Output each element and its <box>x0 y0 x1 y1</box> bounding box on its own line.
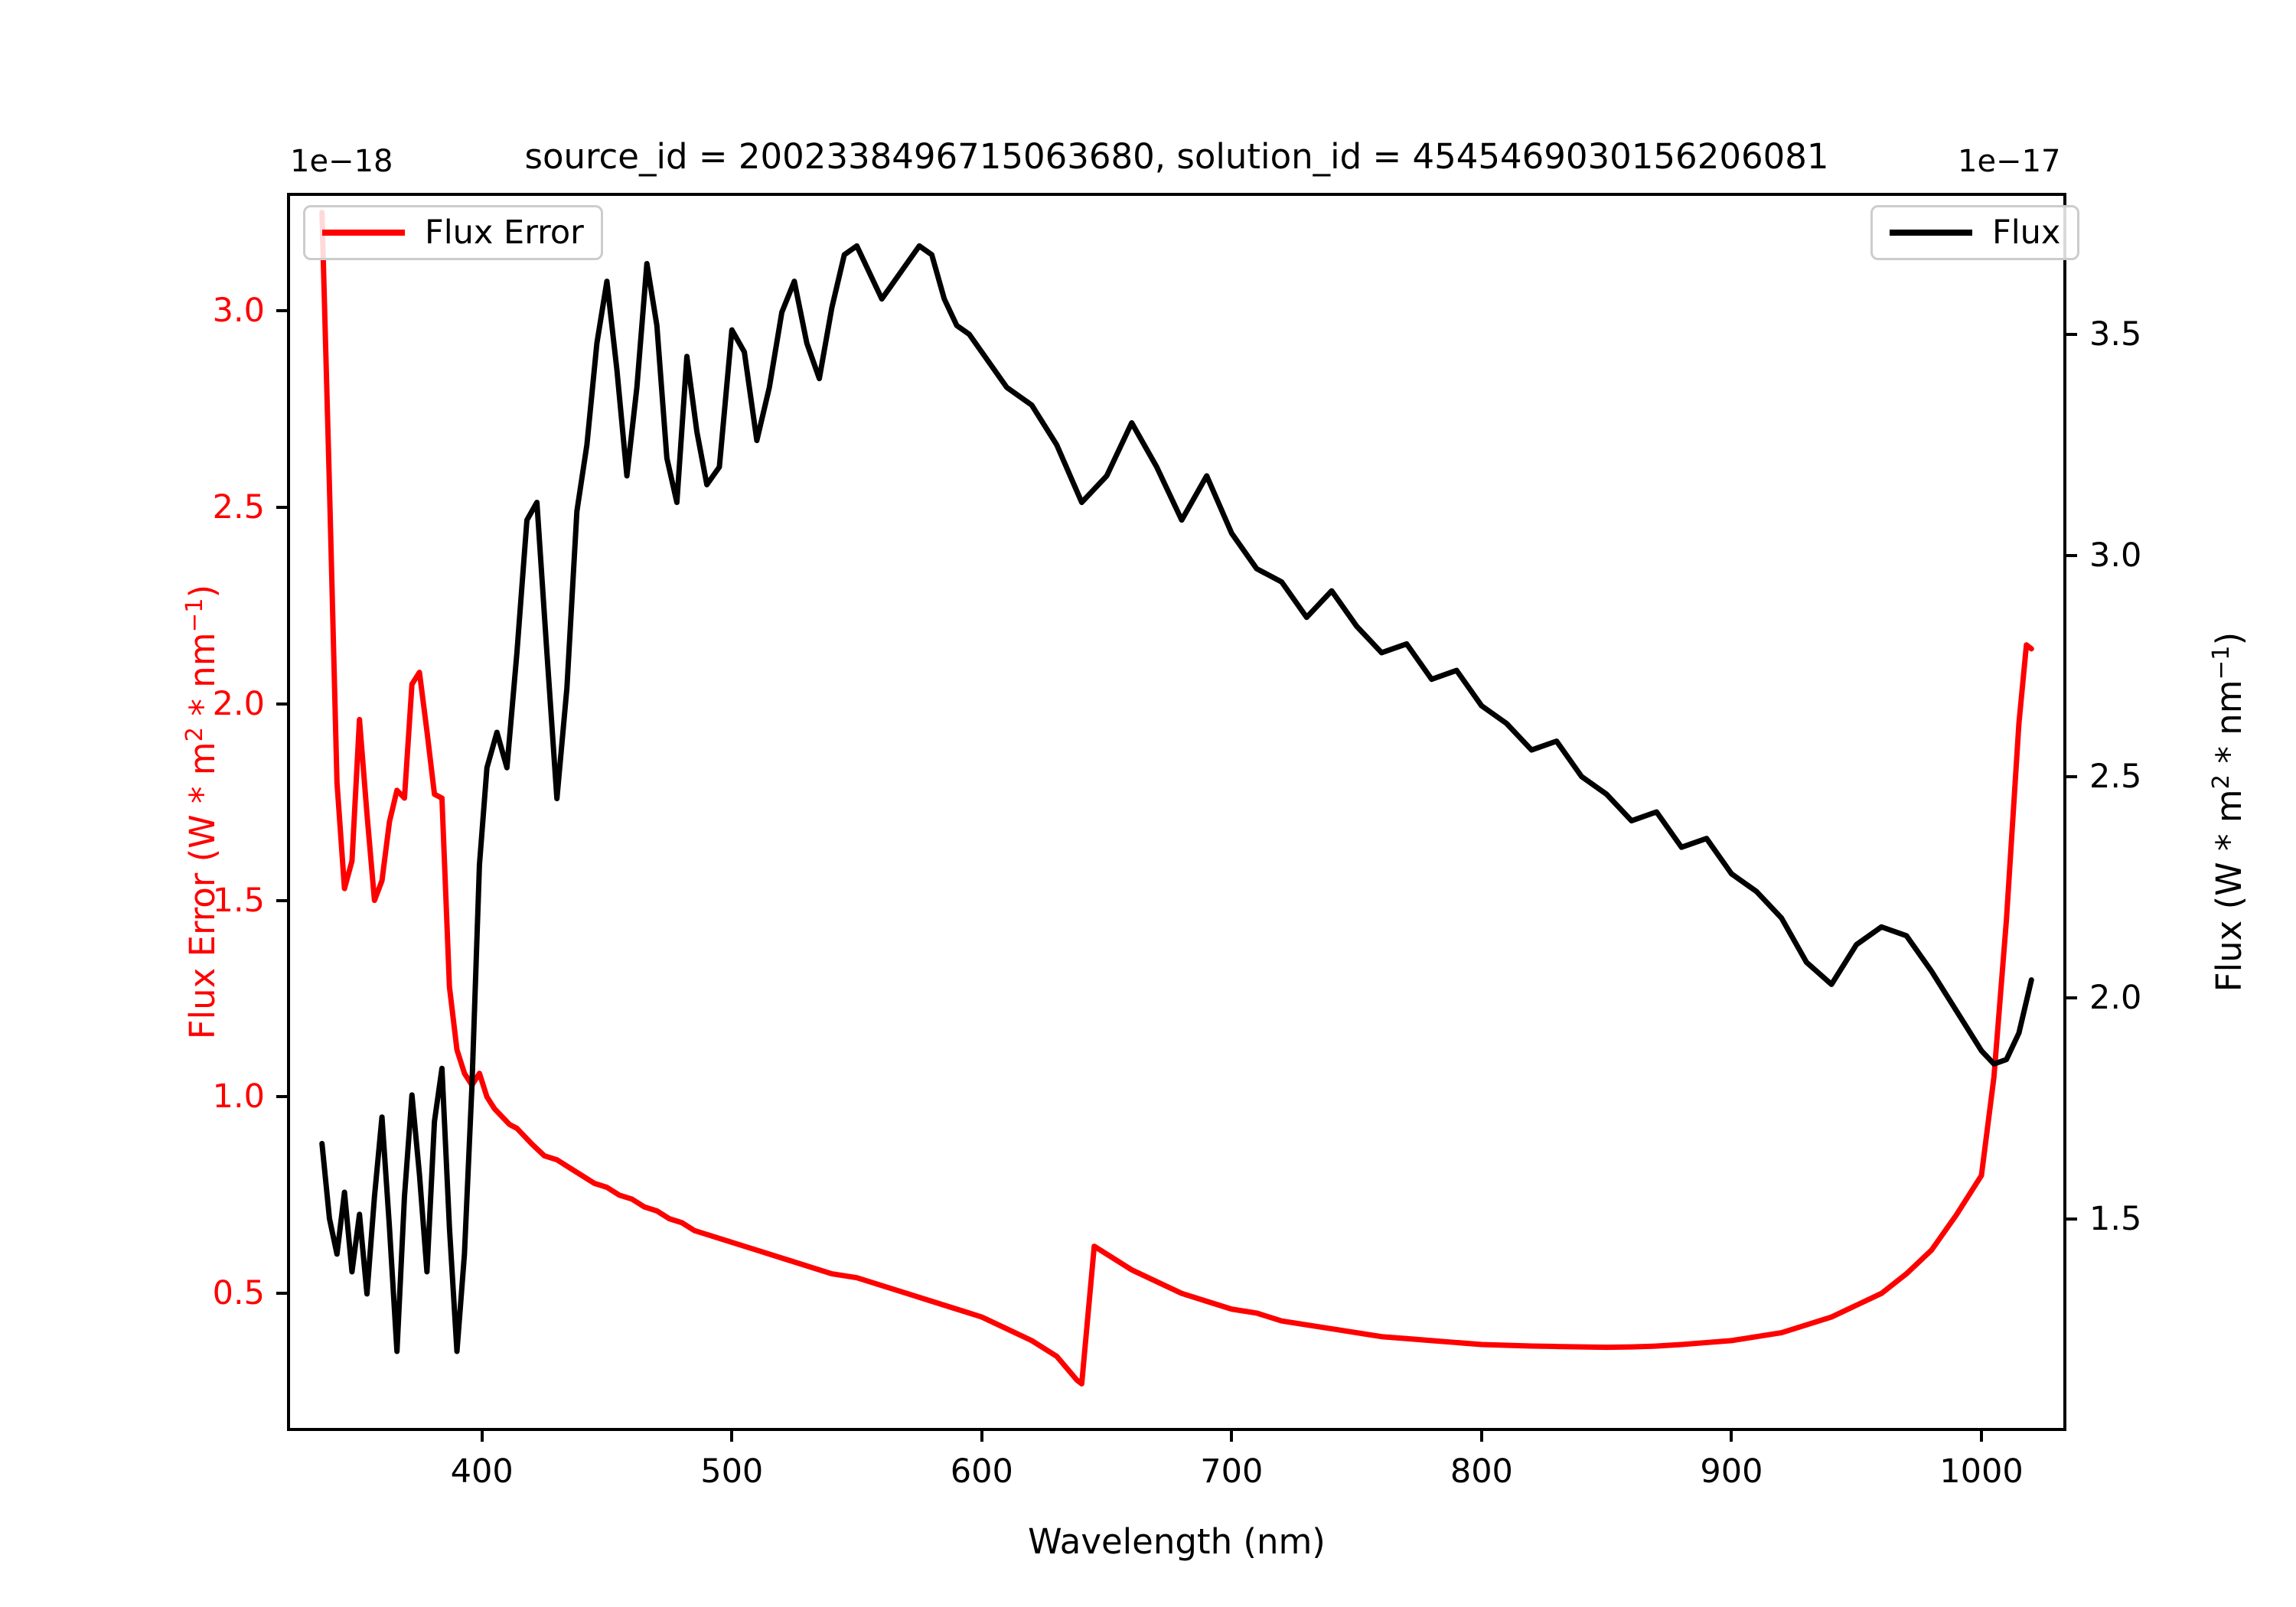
y-right-tick-mark <box>2066 774 2077 778</box>
y-left-tick-mark <box>276 702 287 706</box>
legend-label-flux: Flux <box>1992 214 2061 252</box>
y-left-tick-mark <box>276 1292 287 1296</box>
y-right-tick-label: 1.5 <box>2089 1199 2142 1238</box>
x-tick-label: 700 <box>1200 1452 1264 1491</box>
y-right-tick-label: 3.5 <box>2089 315 2142 354</box>
y-left-tick-mark <box>276 309 287 313</box>
y-right-tick-mark <box>2066 553 2077 557</box>
x-tick-mark <box>480 1431 484 1442</box>
x-tick-mark <box>1479 1431 1483 1442</box>
x-tick-label: 600 <box>950 1452 1013 1491</box>
left-axis-offset-text: 1e−18 <box>290 144 393 179</box>
y-right-label-pre: Flux (W * m <box>2209 789 2249 993</box>
y-left-label-mid: * nm <box>182 632 223 727</box>
series-line-flux <box>319 243 2034 1354</box>
legend-flux[interactable]: Flux <box>1870 205 2080 260</box>
y-right-label-sup2: −1 <box>2208 645 2235 680</box>
y-right-tick-label: 2.0 <box>2089 978 2142 1017</box>
x-tick-label: 900 <box>1700 1452 1763 1491</box>
x-tick-label: 400 <box>450 1452 514 1491</box>
y-right-label-mid: * nm <box>2209 680 2249 774</box>
legend-flux-error[interactable]: Flux Error <box>303 205 603 260</box>
y-right-label-post: ) <box>2209 631 2249 646</box>
x-axis-label: Wavelength (nm) <box>1028 1521 1326 1562</box>
page-title: source_id = 2002338496715063680, solutio… <box>524 136 1829 177</box>
y-left-label-pre: Flux Error (W * m <box>182 742 223 1040</box>
y-right-label-sup1: 2 <box>2208 774 2235 790</box>
x-tick-mark <box>730 1431 734 1442</box>
x-tick-label: 1000 <box>1939 1452 2024 1491</box>
y-left-tick-label: 0.5 <box>212 1274 265 1313</box>
y-right-tick-mark <box>2066 332 2077 336</box>
y-left-tick-label: 1.5 <box>212 881 265 920</box>
y-left-tick-label: 2.5 <box>212 487 265 526</box>
y-left-label-sup2: −1 <box>181 598 208 633</box>
y-right-tick-label: 2.5 <box>2089 757 2142 796</box>
x-tick-label: 800 <box>1450 1452 1513 1491</box>
y-right-tick-label: 3.0 <box>2089 536 2142 575</box>
x-tick-label: 500 <box>700 1452 764 1491</box>
x-tick-mark <box>980 1431 983 1442</box>
y-left-tick-label: 3.0 <box>212 292 265 331</box>
y-axis-left-label: Flux Error (W * m2 * nm−1) <box>181 193 223 1431</box>
y-right-tick-mark <box>2066 1217 2077 1221</box>
right-axis-offset-text: 1e−17 <box>1958 144 2061 179</box>
y-left-tick-mark <box>276 505 287 509</box>
y-left-tick-label: 2.0 <box>212 684 265 723</box>
axes-frame <box>287 193 2066 1431</box>
y-axis-right-label: Flux (W * m2 * nm−1) <box>2208 193 2249 1431</box>
x-tick-mark <box>1979 1431 1983 1442</box>
legend-swatch-flux <box>1890 230 1972 236</box>
y-right-tick-mark <box>2066 996 2077 999</box>
y-left-tick-label: 1.0 <box>212 1077 265 1116</box>
y-left-label-post: ) <box>182 584 223 598</box>
legend-label-flux-error: Flux Error <box>425 214 584 252</box>
y-left-label-sup1: 2 <box>181 726 208 742</box>
plot-area <box>319 210 2034 1387</box>
y-left-tick-mark <box>276 898 287 902</box>
y-left-tick-mark <box>276 1095 287 1099</box>
series-line-flux-error <box>319 210 2034 1387</box>
x-tick-mark <box>1730 1431 1733 1442</box>
x-tick-mark <box>1230 1431 1234 1442</box>
legend-swatch-flux-error <box>322 230 405 236</box>
